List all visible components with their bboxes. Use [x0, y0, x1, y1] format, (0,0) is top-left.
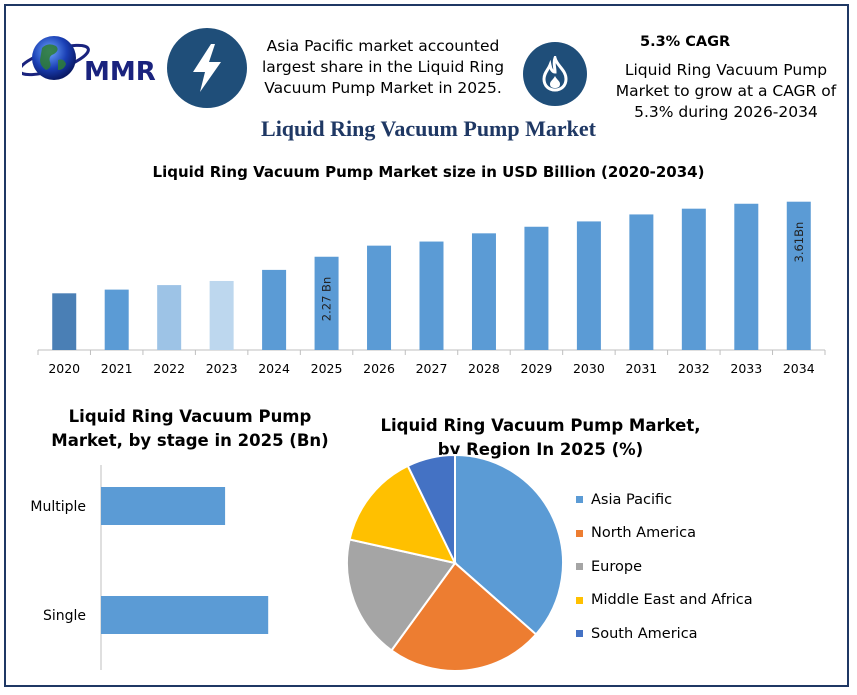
x-tick-label: 2033: [730, 361, 762, 376]
bar-2030: [576, 221, 601, 350]
asia-pacific-info: Asia Pacific market accounted largest sh…: [261, 37, 505, 97]
category-label: Multiple: [30, 499, 86, 515]
x-tick-label: 2023: [206, 361, 238, 376]
bar-2032: [681, 208, 706, 350]
infographic-frame: [4, 4, 849, 687]
data-label: 3.61Bn: [792, 222, 806, 263]
pie-legend: Asia Pacific North America Europe Middle Ea…: [576, 483, 753, 651]
pie-slice-europe: [346, 538, 457, 652]
legend-swatch: [576, 563, 583, 571]
legend-item: Middle East and Africa: [576, 584, 753, 618]
legend-item: Europe: [576, 550, 753, 584]
x-tick-label: 2034: [783, 361, 815, 376]
legend-item: South America: [576, 617, 753, 651]
bar-2025: [314, 256, 339, 350]
x-tick-label: 2021: [101, 361, 133, 376]
bar-2029: [524, 226, 549, 350]
category-label: Single: [43, 608, 86, 624]
x-tick-label: 2027: [416, 361, 448, 376]
bar-2026: [367, 245, 392, 350]
legend-label: Europe: [591, 558, 642, 575]
legend-swatch: [576, 496, 583, 504]
legend-swatch: [576, 529, 583, 537]
market-size-bar-chart: 2020 2021 2022 2023 2024 2025 2.27 Bn 2026 2027 2…: [37, 201, 826, 376]
pie-slice-north-america: [390, 561, 538, 672]
logo-text: MMR: [84, 57, 156, 87]
x-tick-label: 2029: [521, 361, 553, 376]
data-label: 2.27 Bn: [320, 277, 334, 321]
bar-2023: [209, 280, 234, 350]
cagr-info: Liquid Ring Vacuum Pump Market to grow a…: [615, 61, 837, 121]
bar-2033: [734, 203, 759, 350]
bar-single: [101, 596, 269, 634]
bar-chart-title: Liquid Ring Vacuum Pump Market size in U…: [152, 163, 705, 181]
legend-label: North America: [591, 525, 696, 542]
flame-icon: [523, 42, 587, 106]
cagr-title: 5.3% CAGR: [640, 34, 731, 50]
stage-chart-title: Liquid Ring Vacuum Pump Market, by stage…: [51, 407, 329, 450]
legend-label: Middle East and Africa: [591, 592, 753, 609]
region-pie-chart: [346, 453, 564, 672]
x-tick-label: 2020: [48, 361, 80, 376]
lightning-icon: [167, 28, 247, 108]
legend-swatch: [576, 630, 583, 638]
pie-slice-asia-pacific: [454, 453, 564, 636]
legend-item: North America: [576, 517, 753, 551]
region-chart-title: Liquid Ring Vacuum Pump Market, by Regio…: [380, 416, 701, 459]
bar-2020: [52, 293, 77, 350]
legend-label: South America: [591, 625, 698, 642]
x-tick-label: 2032: [678, 361, 710, 376]
pie-slice-south-america: [406, 453, 456, 564]
bar-2034: [786, 201, 811, 350]
x-tick-label: 2025: [311, 361, 343, 376]
legend-item: Asia Pacific: [576, 483, 753, 517]
mmr-logo: MMR: [18, 30, 162, 92]
bar-2024: [262, 269, 287, 350]
x-tick-label: 2024: [258, 361, 290, 376]
x-tick-label: 2028: [468, 361, 500, 376]
bar-2031: [629, 214, 654, 350]
stage-bar-chart: Multiple Single: [30, 465, 269, 670]
bar-2022: [157, 285, 182, 350]
legend-label: Asia Pacific: [591, 491, 673, 508]
bar-2021: [104, 289, 129, 350]
bar-2028: [471, 233, 496, 350]
x-tick-label: 2022: [153, 361, 185, 376]
page-title: Liquid Ring Vacuum Pump Market: [261, 116, 596, 141]
legend-swatch: [576, 596, 583, 604]
x-tick-label: 2031: [625, 361, 657, 376]
pie-slice-middle-east-and-africa: [348, 464, 457, 565]
bar-2027: [419, 241, 444, 350]
bar-multiple: [101, 487, 226, 525]
x-tick-label: 2030: [573, 361, 605, 376]
x-tick-label: 2026: [363, 361, 395, 376]
